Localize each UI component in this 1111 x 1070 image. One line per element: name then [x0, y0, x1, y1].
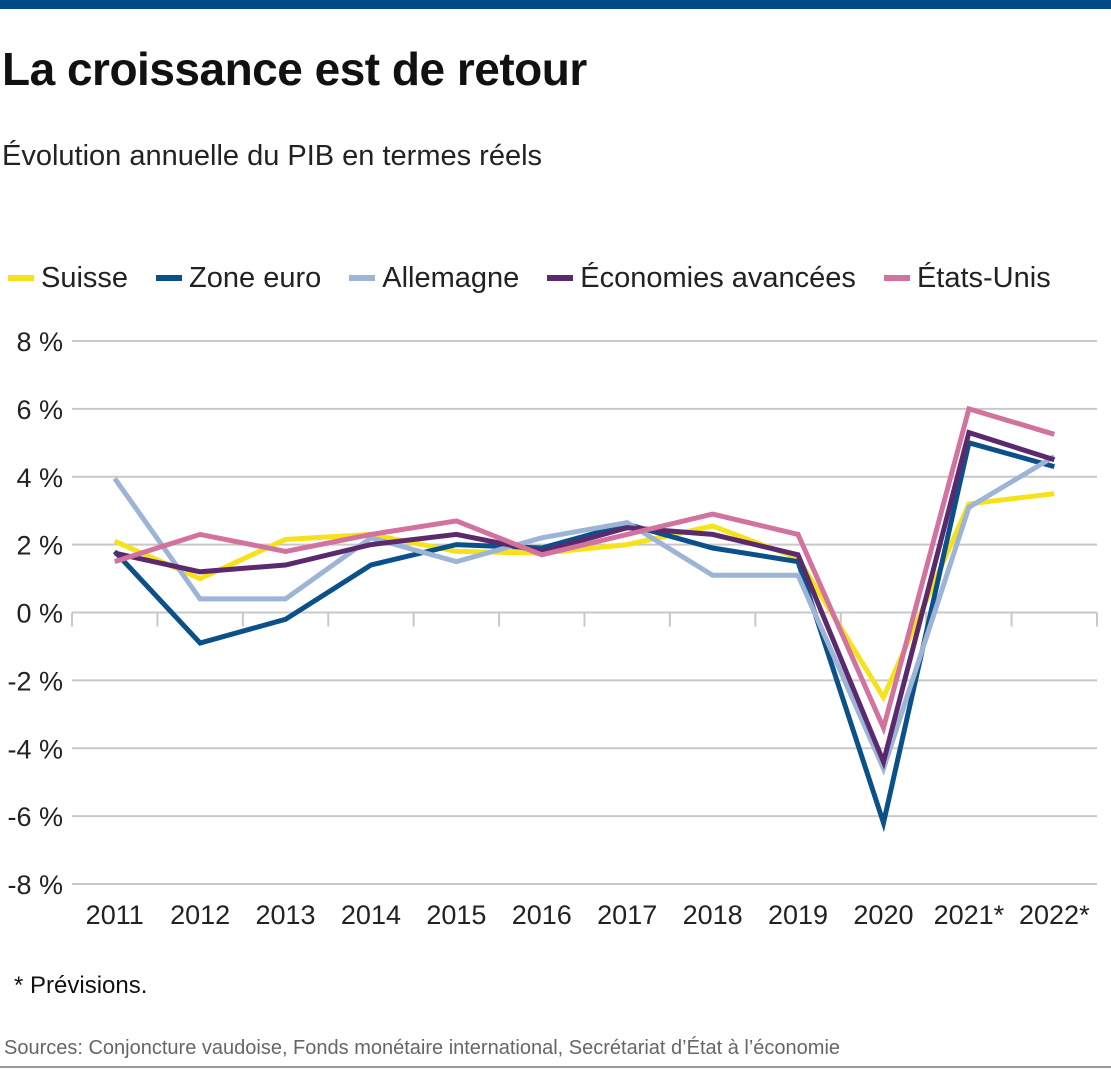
- x-tick-label: 2021*: [934, 900, 1005, 930]
- legend-label-etats_unis: États-Unis: [916, 261, 1051, 294]
- legend-swatch-etats_unis: [883, 275, 910, 281]
- legend-label-economies_avancees: Économies avancées: [580, 261, 856, 294]
- bottom-divider: [0, 1066, 1111, 1068]
- chart-subtitle: Évolution annuelle du PIB en termes réel…: [2, 140, 543, 172]
- series-line-allemagne: [112, 454, 1056, 776]
- y-tick-label: -4 %: [7, 734, 63, 764]
- legend-swatch-economies_avancees: [547, 275, 574, 281]
- legend-item-zone_euro: Zone euro: [156, 262, 321, 295]
- y-tick-label: 8 %: [16, 327, 63, 357]
- x-tick-label: 2022*: [1019, 900, 1090, 930]
- page-title: La croissance est de retour: [2, 43, 587, 95]
- x-tick-label: 2013: [256, 900, 316, 930]
- x-tick-label: 2017: [597, 900, 657, 930]
- chart-legend: Suisse Zone euro Allemagne Économies avancé…: [8, 258, 1051, 298]
- legend-label-allemagne: Allemagne: [382, 261, 520, 294]
- y-tick-label: 4 %: [16, 463, 63, 493]
- legend-swatch-suisse: [8, 275, 34, 281]
- x-tick-label: 2020: [853, 900, 913, 930]
- legend-swatch-allemagne: [349, 275, 376, 281]
- y-tick-label: 6 %: [16, 395, 63, 425]
- x-tick-label: 2015: [426, 900, 486, 930]
- y-tick-label: -8 %: [7, 870, 63, 900]
- legend-item-etats_unis: États-Unis: [883, 261, 1051, 295]
- y-tick-label: -2 %: [7, 666, 63, 696]
- series-line-suisse: [113, 491, 1055, 703]
- x-tick-label: 2014: [341, 900, 401, 930]
- series-line-economies_avancees: [114, 429, 1056, 770]
- x-tick-label: 2016: [512, 900, 572, 930]
- brand-top-bar: [0, 0, 1111, 9]
- sources-note: Sources: Conjoncture vaudoise, Fonds mon…: [4, 1037, 841, 1059]
- footnote: * Prévisions.: [14, 972, 148, 999]
- legend-item-suisse: Suisse: [8, 262, 128, 295]
- x-tick-label: 2011: [86, 900, 144, 930]
- series-line-etats_unis: [113, 405, 1056, 736]
- x-tick-label: 2012: [170, 900, 230, 930]
- legend-label-suisse: Suisse: [41, 261, 129, 294]
- legend-item-allemagne: Allemagne: [349, 262, 519, 295]
- x-tick-label: 2019: [768, 900, 828, 930]
- y-tick-label: 0 %: [16, 599, 63, 629]
- y-tick-label: 2 %: [16, 531, 63, 561]
- line-chart: 8 % 6 % 4 % 2 % 0 % -2 % -4 % -6 % -8 % 2011 2012 2…: [7, 327, 1098, 930]
- legend-label-zone_euro: Zone euro: [189, 261, 322, 294]
- y-tick-label: -6 %: [7, 802, 63, 832]
- legend-swatch-zone_euro: [156, 275, 183, 281]
- legend-item-economies_avancees: Économies avancées: [547, 262, 856, 295]
- x-tick-label: 2018: [683, 900, 743, 930]
- series-line-zone_euro: [112, 439, 1055, 833]
